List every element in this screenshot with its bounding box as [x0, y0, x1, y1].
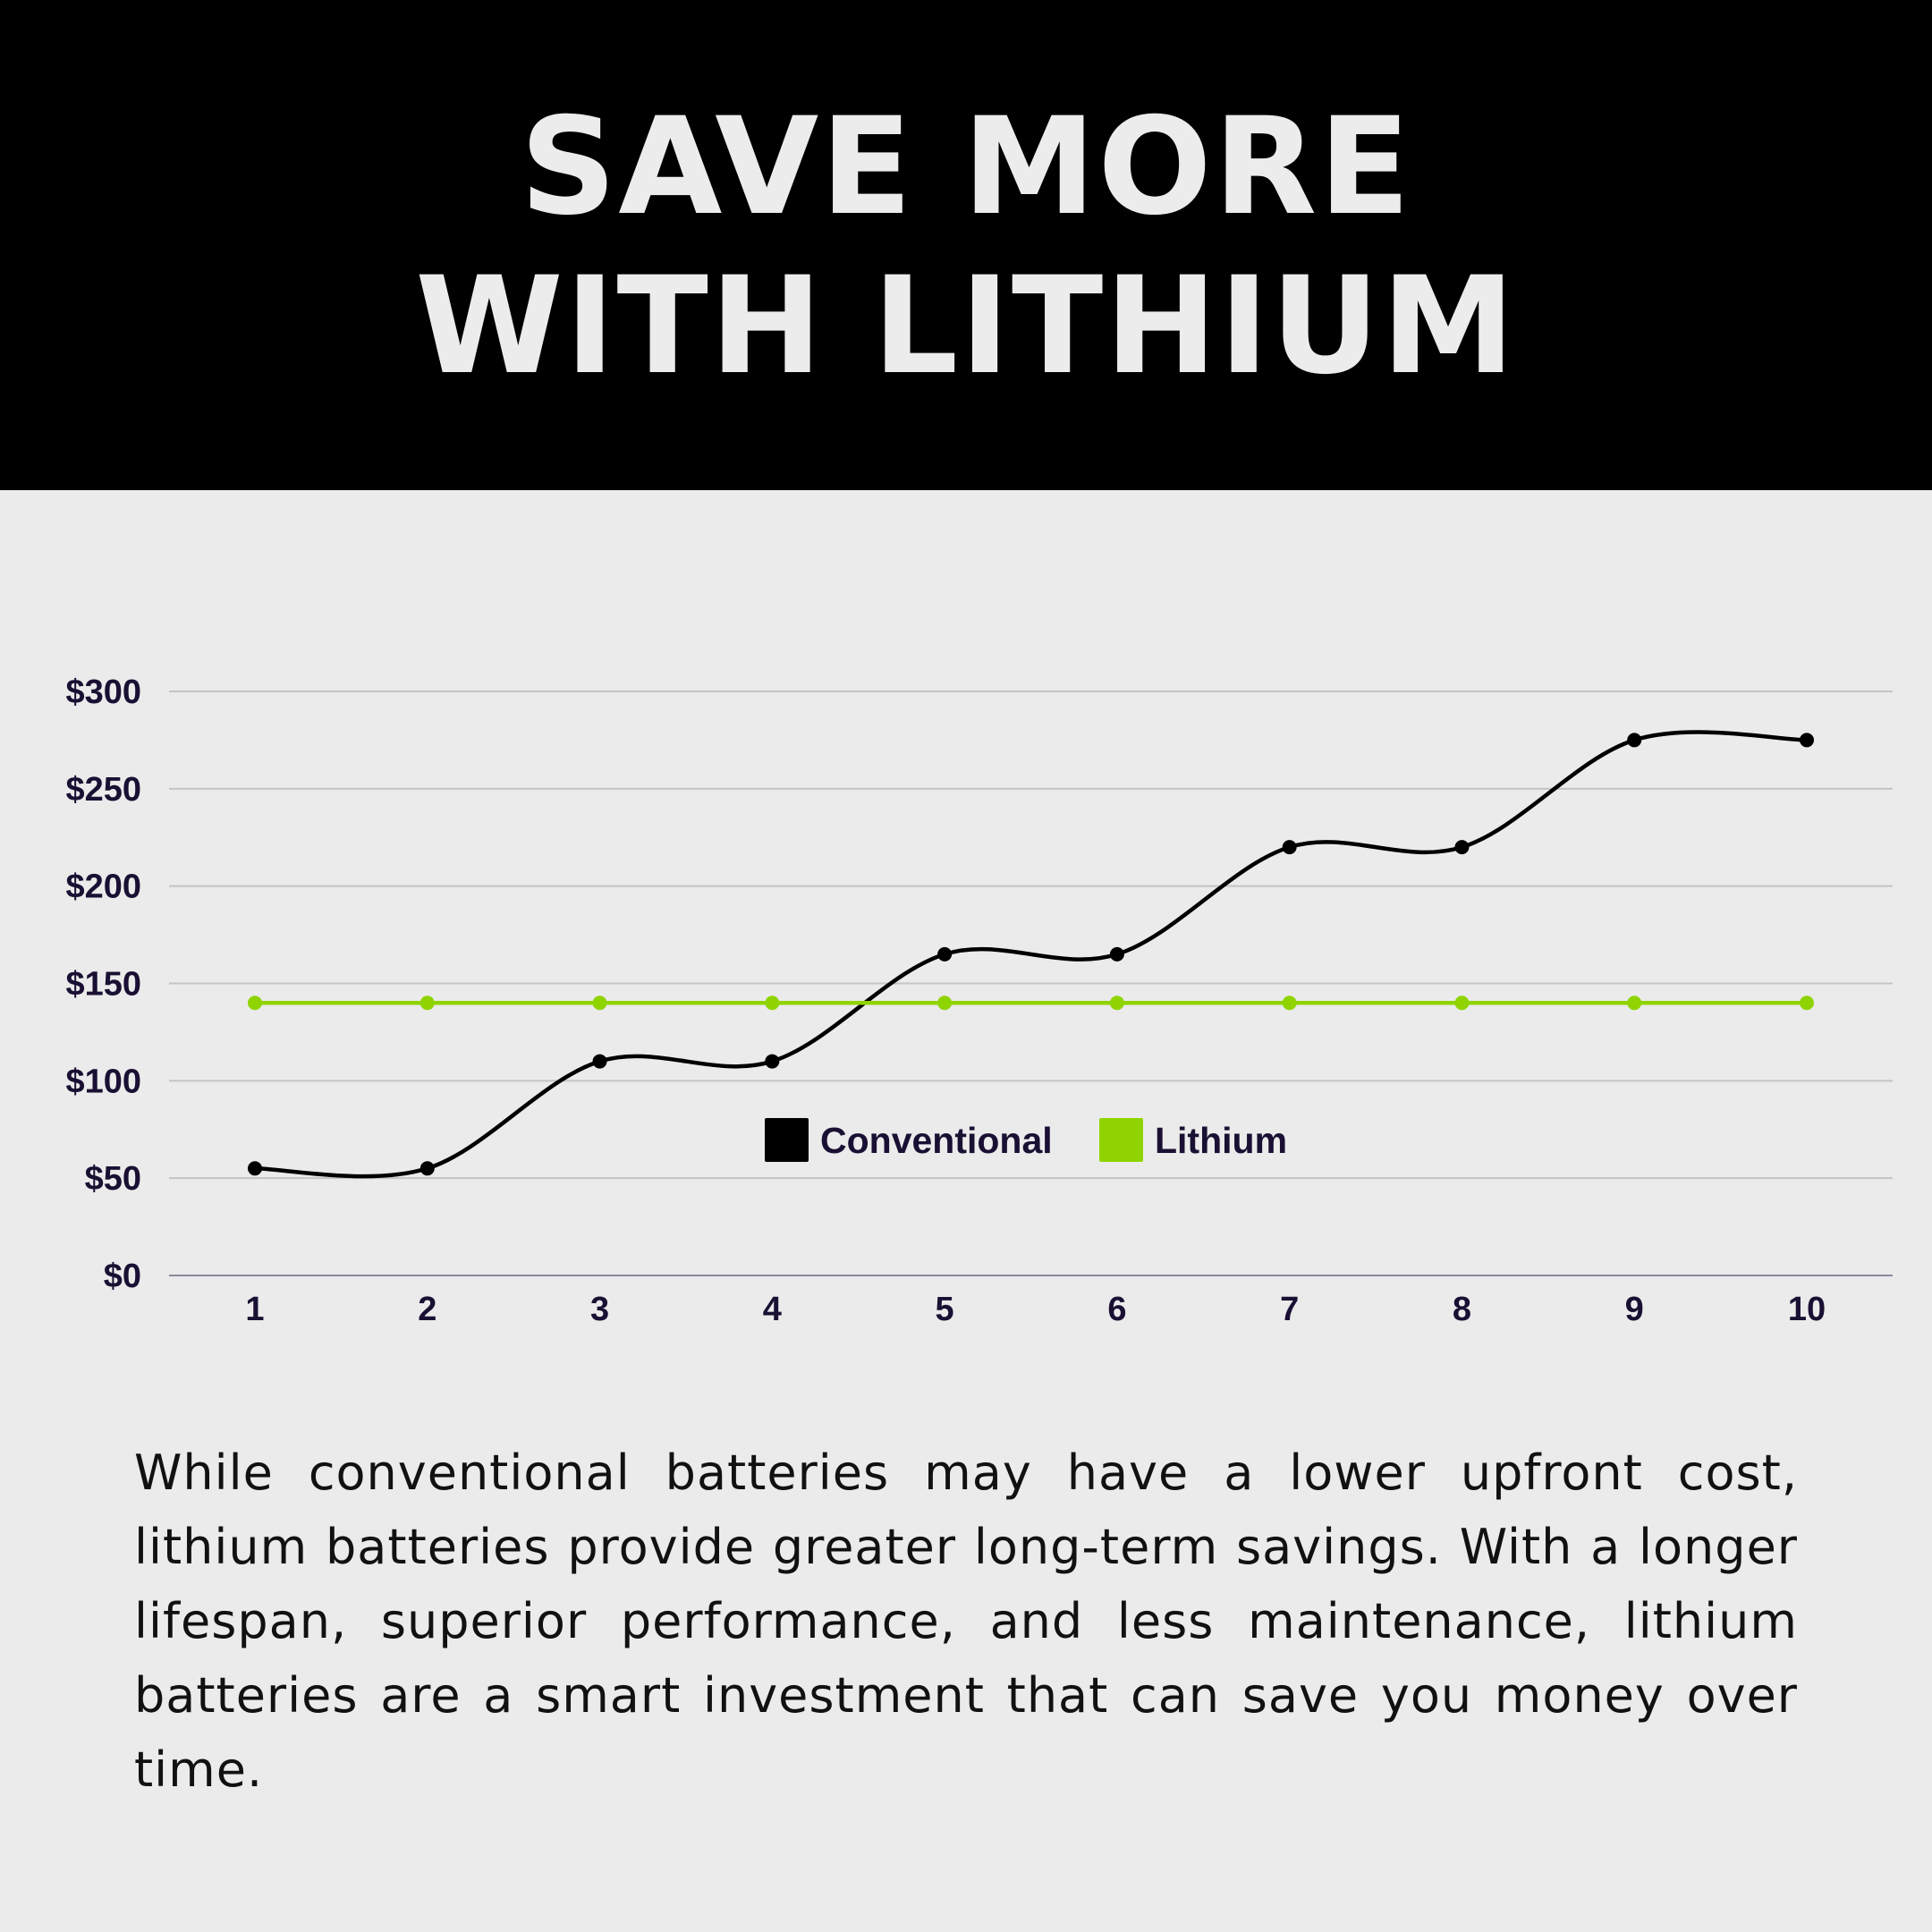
data-point-conventional [937, 946, 953, 962]
y-tick-label: $250 [65, 771, 141, 809]
data-point-lithium [1282, 996, 1297, 1011]
legend-label-conventional: Conventional [820, 1120, 1053, 1161]
y-tick-label: $300 [65, 674, 141, 711]
data-point-lithium [1627, 996, 1642, 1011]
data-point-lithium [419, 996, 435, 1011]
x-tick-label: 1 [245, 1291, 264, 1328]
data-point-lithium [592, 996, 607, 1011]
data-point-conventional [1627, 733, 1642, 748]
x-tick-label: 4 [763, 1291, 782, 1328]
header-banner: SAVE MORE WITH LITHIUM [0, 0, 1932, 490]
legend-label-lithium: Lithium [1155, 1120, 1287, 1161]
data-point-conventional [1282, 840, 1297, 855]
series-line-conventional [254, 730, 1808, 1179]
x-tick-label: 10 [1788, 1291, 1826, 1328]
data-point-lithium [1454, 996, 1470, 1011]
y-tick-label: $50 [85, 1160, 141, 1198]
y-tick-label: $0 [104, 1258, 141, 1295]
y-tick-label: $200 [65, 869, 141, 906]
legend-swatch-conventional [765, 1118, 809, 1162]
line-chart: $0 $50 $100 $150 $200 $250 $300 1 2 3 4 5 6 7 8 9 10 Conv… [65, 674, 1893, 1328]
data-point-conventional [592, 1054, 607, 1069]
x-tick-label: 8 [1453, 1291, 1471, 1328]
x-tick-label: 2 [418, 1291, 436, 1328]
data-point-lithium [937, 996, 953, 1011]
x-tick-label: 6 [1107, 1291, 1126, 1328]
data-point-conventional [419, 1161, 435, 1176]
data-point-lithium [1800, 996, 1814, 1011]
data-point-conventional [1800, 733, 1814, 748]
data-point-conventional [1454, 840, 1470, 855]
x-tick-label: 5 [936, 1291, 954, 1328]
title-line-1: SAVE MORE [520, 89, 1412, 245]
data-point-conventional [1109, 946, 1124, 962]
data-point-lithium [765, 996, 780, 1011]
description-paragraph: While conventional batteries may have a … [134, 1445, 1798, 1798]
x-tick-label: 3 [590, 1291, 609, 1328]
legend-swatch-lithium [1099, 1118, 1143, 1162]
y-tick-label: $150 [65, 966, 141, 1004]
y-tick-label: $100 [65, 1063, 141, 1100]
x-tick-label: 7 [1280, 1291, 1299, 1328]
data-point-lithium [248, 996, 262, 1011]
data-point-conventional [765, 1054, 780, 1069]
title-line-2: WITH LITHIUM [415, 249, 1517, 404]
x-tick-label: 9 [1625, 1291, 1644, 1328]
data-point-conventional [248, 1161, 262, 1176]
data-point-lithium [1109, 996, 1124, 1011]
